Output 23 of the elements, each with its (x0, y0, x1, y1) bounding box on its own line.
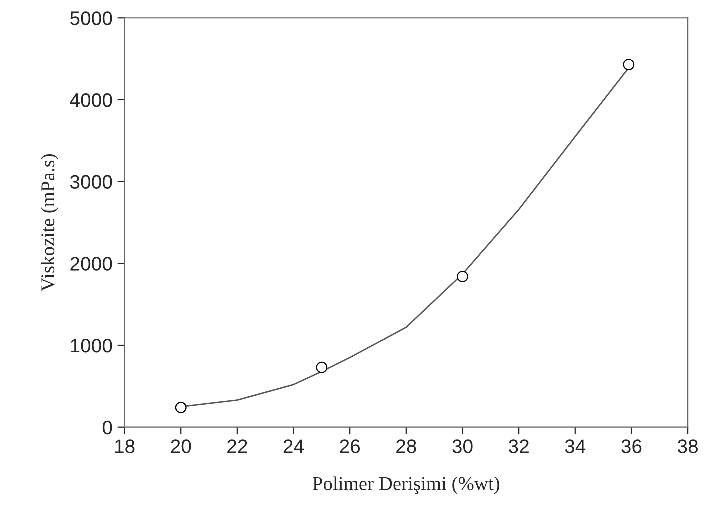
y-tick-label: 4000 (70, 93, 112, 108)
y-tick-label: 5000 (70, 12, 112, 26)
x-tick-label: 28 (396, 440, 416, 454)
y-tick-label: 2000 (70, 257, 112, 271)
x-tick-label: 34 (565, 440, 586, 454)
x-tick-label: 36 (622, 440, 642, 454)
y-tick-label: 1000 (71, 338, 112, 353)
point (457, 271, 468, 282)
x-tick-label: 26 (340, 440, 360, 454)
point (316, 362, 328, 374)
y-tick-label: 0 (102, 420, 112, 435)
x-tick-label: 24 (284, 440, 304, 454)
x-axis-title: Polimer Derişimi (%wt) (313, 476, 500, 494)
x-tick-label: 20 (171, 440, 192, 454)
point (623, 59, 635, 70)
y-axis-title: Viskozite (mPa.s) (40, 154, 59, 292)
x-tick-label: 30 (452, 440, 473, 454)
x-tick-label: 18 (115, 440, 135, 454)
x-tick-label: 38 (678, 440, 698, 454)
x-tick-label: 22 (228, 440, 248, 454)
x-tick-label: 32 (508, 440, 529, 454)
point (175, 402, 187, 414)
y-tick-label: 3000 (70, 175, 112, 190)
